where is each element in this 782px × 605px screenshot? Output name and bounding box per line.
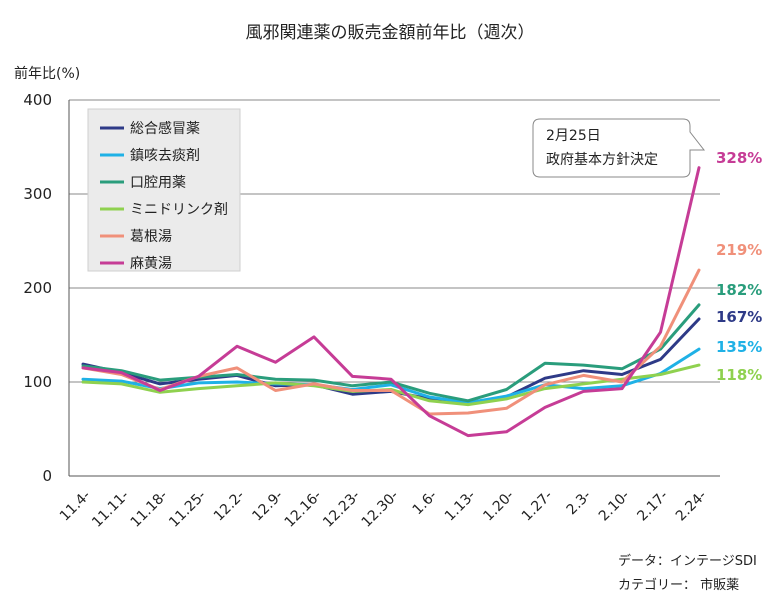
x-tick-label: 1.13- [442, 488, 479, 525]
y-tick-label: 400 [23, 91, 52, 109]
y-tick-label: 100 [23, 373, 52, 391]
legend-label-3: 口腔用薬 [130, 175, 186, 191]
x-axis-ticks: 11.4-11.11-11.18-11.25- 12.2- 12.9-12.16-1… [57, 488, 710, 531]
x-tick-label: 2.24- [673, 488, 710, 525]
legend-label-2: 鎮咳去痰剤 [130, 148, 200, 164]
x-tick-label: 12.23- [320, 488, 363, 531]
source-line-2: カテゴリー： 市販薬 [618, 577, 739, 593]
legend-label-1: 総合感冒薬 [130, 120, 200, 137]
x-tick-label: 12.16- [282, 488, 325, 531]
end-label-3: 182% [716, 281, 762, 299]
y-tick-label: 200 [23, 279, 52, 297]
end-label-1: 167% [716, 308, 762, 326]
x-tick-label: 12.2- [211, 488, 248, 525]
x-tick-label: 11.18- [128, 488, 171, 531]
end-label-4: 118% [716, 366, 762, 384]
series-lines [81, 166, 701, 438]
x-tick-label: 2.17- [634, 488, 671, 525]
legend-label-6: 麻黄湯 [130, 255, 172, 272]
annotation-callout: 2月25日 政府基本方針決定 [532, 118, 706, 178]
x-tick-label: 1.27- [519, 488, 556, 525]
x-tick-label: 11.11- [89, 488, 132, 531]
y-tick-label: 300 [23, 185, 52, 203]
x-tick-label: 1.6- [410, 488, 441, 519]
callout-line-2: 政府基本方針決定 [546, 151, 658, 168]
x-tick-label: 12.30- [359, 488, 402, 531]
end-label-6: 328% [716, 149, 762, 167]
series-line-3 [81, 303, 701, 403]
legend-box [87, 108, 241, 272]
end-labels: 167% 135% 182% 118% 219% 328% [716, 149, 762, 384]
source-line-1: データ：インテージSDI [618, 553, 757, 569]
x-tick-label: 2.10- [596, 488, 633, 525]
x-tick-label: 2.3- [564, 488, 595, 519]
x-tick-label: 11.25- [166, 488, 209, 531]
series-line-6 [81, 166, 701, 438]
chart-title: 風邪関連薬の販売金額前年比（週次） [246, 23, 535, 43]
y-axis-label: 前年比(%) [14, 65, 80, 82]
end-label-2: 135% [716, 338, 762, 356]
x-tick-label: 1.20- [480, 488, 517, 525]
callout-line-1: 2月25日 [546, 128, 601, 144]
callout-bubble [532, 118, 706, 178]
series-line-2 [81, 347, 701, 405]
y-axis-ticks: 0 100 200 300 400 [23, 91, 52, 485]
y-tick-label: 0 [42, 467, 52, 485]
legend-label-5: 葛根湯 [130, 228, 172, 245]
legend-label-4: ミニドリンク剤 [130, 202, 228, 218]
end-label-5: 219% [716, 241, 762, 259]
